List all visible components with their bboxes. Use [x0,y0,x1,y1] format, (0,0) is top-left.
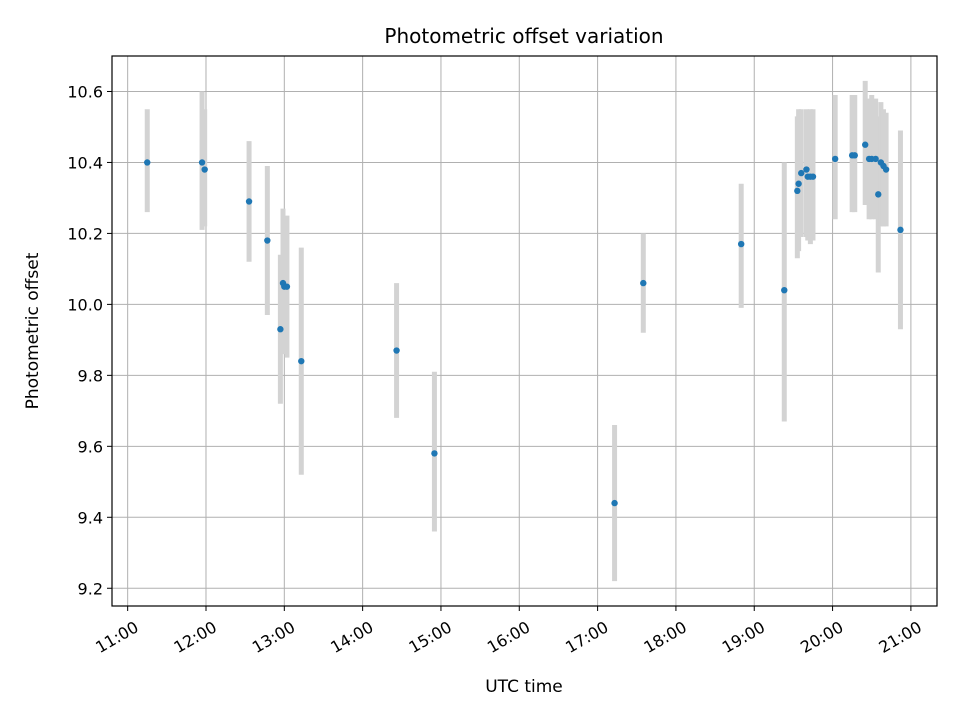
data-point [795,180,802,187]
y-tick-label: 10.0 [67,295,103,314]
data-point [640,279,647,287]
data-point [872,155,879,163]
data-point [831,155,839,163]
y-tick-label: 9.6 [78,437,103,456]
plot-frame [111,55,938,607]
data-point [283,283,291,290]
data-point [897,226,904,234]
x-axis-title: UTC time [485,677,563,697]
data-point [875,191,882,198]
data-point [277,326,284,333]
y-tick-label: 10.6 [67,82,103,101]
data-point [201,166,208,173]
data-point [393,347,400,354]
data-point [431,450,438,457]
y-tick-label: 10.2 [67,224,103,243]
data-point [882,166,890,173]
data-point [298,357,305,365]
y-tick-label: 9.4 [78,508,103,527]
data-point [144,159,151,166]
data-point [794,187,801,195]
data-point [611,499,618,507]
data-point [737,240,745,248]
data-point [781,286,788,294]
data-point [862,141,869,148]
data-point [245,198,253,205]
data-point [851,152,858,159]
y-tick-label: 10.4 [67,153,103,172]
y-axis-title: Photometric offset [23,252,43,409]
y-tick-label: 9.8 [78,366,103,385]
grid [112,56,937,606]
chart-title: Photometric offset variation [384,24,663,48]
data-point [809,173,817,180]
data-point [264,237,271,244]
data-point [798,169,805,177]
y-tick-label: 9.2 [78,579,103,598]
data-point [198,159,206,166]
data-point [803,166,810,173]
data-points [144,141,904,507]
